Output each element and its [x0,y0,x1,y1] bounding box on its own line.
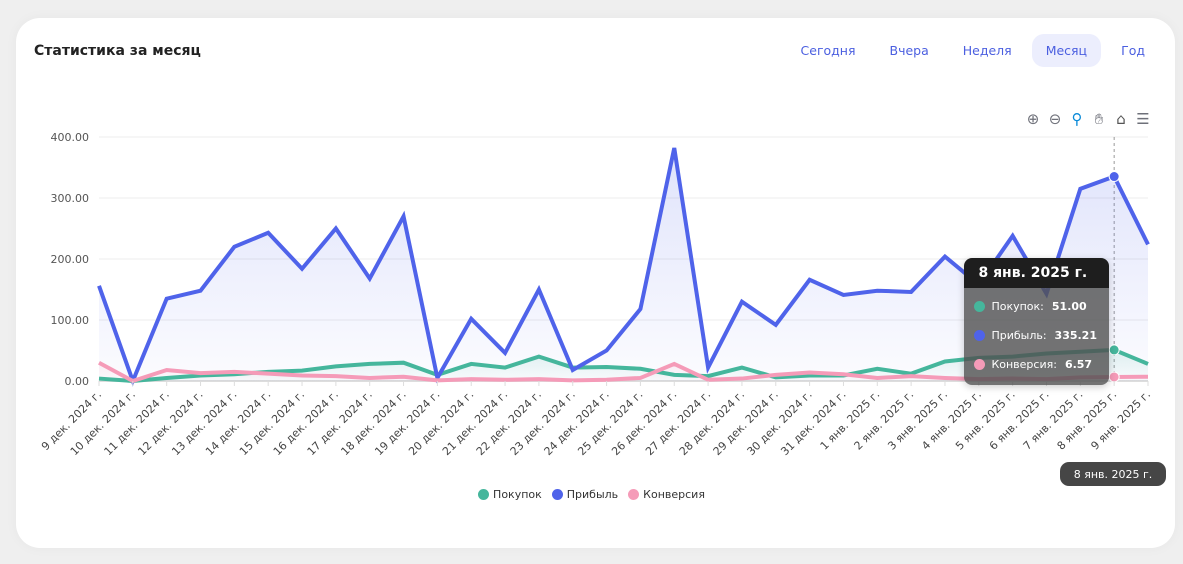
zoom-in-icon[interactable]: ⊕ [1026,110,1040,128]
legend-label: Покупок [493,488,542,501]
y-tick-label: 100.00 [51,314,90,327]
series-area-1 [99,147,1148,381]
x-tick-label: 3 янв. 2025 г. [885,388,950,453]
profit-dot-icon [974,330,986,341]
tooltip-row-profit: Прибыль: 335.21 [974,321,1097,350]
legend-item-conversion[interactable]: Конверсия [628,488,705,501]
tab-yesterday[interactable]: Вчера [889,43,929,58]
x-tick-label: 4 янв. 2025 г. [919,388,984,453]
zoom-out-icon[interactable]: ⊖ [1048,110,1062,128]
conversion-dot-icon [974,359,986,370]
chart-tooltip: 8 янв. 2025 г. Покупок: 51.00 Прибыль: 335… [964,258,1109,385]
period-tabs: Сегодня Вчера Неделя Месяц Год [787,34,1159,67]
tab-month[interactable]: Месяц [1031,34,1102,67]
x-tick-label: 1 янв. 2025 г. [818,388,883,453]
x-tick-label: 6 янв. 2025 г. [987,388,1052,453]
purchases-dot-icon [974,301,986,312]
tooltip-title: 8 янв. 2025 г. [964,258,1109,288]
y-tick-label: 0.00 [65,375,90,388]
legend-marker-icon [628,489,640,500]
chart-legend: Покупок Прибыль Конверсия [0,488,1183,501]
pan-hand-icon[interactable]: ✋︎ [1094,110,1104,128]
tooltip-label: Прибыль: [991,329,1047,342]
tab-today[interactable]: Сегодня [800,43,856,58]
tooltip-label: Конверсия: [991,358,1057,371]
tooltip-row-purchases: Покупок: 51.00 [974,292,1097,321]
tooltip-value: 335.21 [1054,329,1097,342]
selection-zoom-icon[interactable]: ⚲ [1071,110,1083,128]
legend-marker-icon [551,489,563,500]
legend-marker-icon [478,489,490,500]
legend-label: Конверсия [643,488,705,501]
x-tick-label: 9 янв. 2025 г. [1088,388,1153,453]
chart-toolbar: ⊕ ⊖ ⚲ ✋︎ ⌂ ☰ [1024,110,1152,128]
y-tick-label: 200.00 [51,253,90,266]
highlight-point [1108,344,1120,356]
tooltip-value: 6.57 [1064,358,1093,371]
x-tick-label: 5 янв. 2025 г. [953,388,1018,453]
y-tick-label: 400.00 [51,131,90,144]
y-tick-label: 300.00 [51,192,90,205]
tooltip-row-conversion: Конверсия: 6.57 [974,350,1097,379]
highlight-point [1108,371,1120,383]
page-title: Статистика за месяц [34,43,201,59]
x-axis-tooltip: 8 янв. 2025 г. [1060,462,1166,486]
reset-home-icon[interactable]: ⌂ [1116,110,1126,128]
x-tick-label: 8 янв. 2025 г. [1055,388,1120,453]
highlight-point [1108,171,1120,183]
legend-label: Прибыль [566,488,619,501]
tab-week[interactable]: Неделя [962,43,1012,58]
x-tick-label: 2 янв. 2025 г. [852,388,917,453]
x-tick-label: 9 дек. 2024 г. [39,388,104,453]
x-tick-label: 7 янв. 2025 г. [1021,388,1086,453]
tab-year[interactable]: Год [1121,43,1145,58]
menu-icon[interactable]: ☰ [1136,110,1150,128]
tooltip-value: 51.00 [1051,300,1087,313]
tooltip-label: Покупок: [991,300,1044,313]
legend-item-profit[interactable]: Прибыль [551,488,619,501]
legend-item-purchases[interactable]: Покупок [478,488,542,501]
